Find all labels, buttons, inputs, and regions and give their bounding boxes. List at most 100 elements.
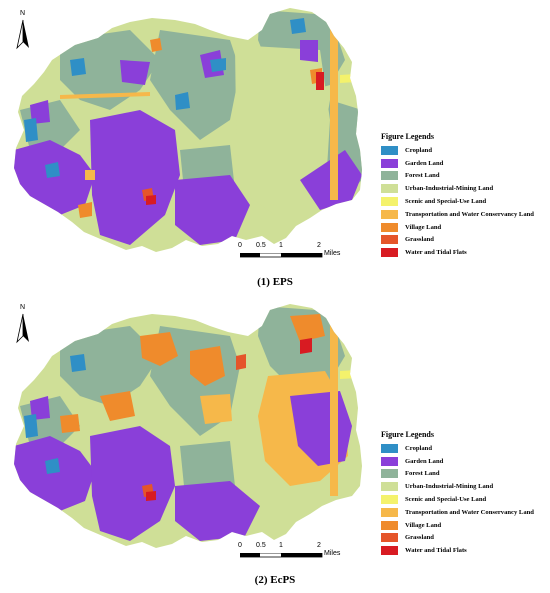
- cropland-patch: [45, 458, 60, 474]
- legend-label: Grassland: [405, 236, 434, 244]
- legend-item-water: Water and Tidal Flats: [381, 246, 550, 259]
- scale-tick: 2: [317, 242, 321, 249]
- legend-label: Urban-Industrial-Mining Land: [405, 483, 494, 491]
- scenic-patch: [340, 74, 356, 83]
- north-arrow: N: [16, 304, 30, 351]
- legend-label: Grassland: [405, 534, 434, 542]
- panel-eps: N Figure Legends Cropland Garden Land Fo…: [0, 0, 550, 296]
- transport-corridor: [330, 320, 338, 496]
- scale-bar: 0 0.5 1 2 Miles: [238, 242, 348, 264]
- legend-item-garden-land: Garden Land: [381, 455, 550, 468]
- scale-tick: 2: [317, 542, 321, 549]
- scale-units: Miles: [324, 550, 341, 557]
- forest-patch: [60, 326, 160, 406]
- legend: Figure Legends Cropland Garden Land Fore…: [381, 430, 550, 557]
- north-label: N: [20, 304, 26, 311]
- transport-patch: [85, 170, 95, 180]
- north-arrow-icon: [16, 313, 29, 344]
- cropland-patch: [45, 162, 60, 178]
- legend-title: Figure Legends: [381, 430, 434, 439]
- scale-tick: 1: [279, 542, 283, 549]
- garden-patch: [175, 481, 260, 541]
- legend-swatch: [381, 235, 398, 245]
- panel-ecps: N Figure Legends Cropland Garden Land Fo…: [0, 296, 550, 593]
- cropland-patch: [210, 58, 226, 72]
- legend-swatch: [381, 222, 398, 232]
- legend-swatch: [381, 507, 398, 517]
- water-patch: [146, 491, 156, 501]
- legend-item-scenic: Scenic and Special-Use Land: [381, 493, 550, 506]
- legend-label: Forest Land: [405, 172, 440, 180]
- legend-label: Garden Land: [405, 159, 444, 167]
- legend-swatch: [381, 145, 398, 155]
- legend: Figure Legends Cropland Garden Land Fore…: [381, 132, 550, 259]
- legend-item-urban: Urban-Industrial-Mining Land: [381, 480, 550, 493]
- legend-item-garden-land: Garden Land: [381, 157, 550, 170]
- legend-item-forest-land: Forest Land: [381, 468, 550, 481]
- legend-label: Urban-Industrial-Mining Land: [405, 185, 494, 193]
- scale-tick: 0.5: [256, 242, 266, 249]
- village-patch: [60, 414, 80, 433]
- scale-tick: 1: [279, 242, 283, 249]
- legend-item-transportation: Transportation and Water Conservancy Lan…: [381, 506, 550, 519]
- scenic-patch: [340, 370, 356, 379]
- village-patch: [78, 202, 92, 218]
- legend-swatch: [381, 533, 398, 543]
- village-patch: [100, 391, 135, 421]
- cropland-patch: [290, 18, 306, 34]
- cropland-patch: [24, 414, 38, 438]
- garden-patch: [30, 100, 50, 124]
- village-patch: [140, 332, 178, 366]
- legend-label: Water and Tidal Flats: [405, 249, 467, 257]
- legend-label: Cropland: [405, 146, 432, 154]
- transport-corridor: [60, 92, 150, 99]
- legend-item-forest-land: Forest Land: [381, 170, 550, 183]
- legend-item-water: Water and Tidal Flats: [381, 544, 550, 557]
- village-patch: [150, 38, 162, 52]
- legend-swatch: [381, 443, 398, 453]
- legend-item-grassland: Grassland: [381, 532, 550, 545]
- water-patch: [316, 72, 324, 90]
- legend-swatch: [381, 171, 398, 181]
- garden-patch: [120, 60, 150, 85]
- transport-corridor: [330, 24, 338, 200]
- legend-label: Cropland: [405, 444, 432, 452]
- garden-patch: [14, 436, 95, 511]
- legend-label: Garden Land: [405, 457, 444, 465]
- legend-item-village: Village Land: [381, 519, 550, 532]
- legend-label: Village Land: [405, 223, 442, 231]
- water-patch: [146, 195, 156, 205]
- legend-swatch: [381, 248, 398, 258]
- legend-label: Village Land: [405, 521, 442, 529]
- legend-label: Water and Tidal Flats: [405, 547, 467, 555]
- legend-swatch: [381, 197, 398, 207]
- garden-patch: [90, 426, 175, 541]
- scale-tick: 0: [238, 542, 242, 549]
- legend-swatch: [381, 495, 398, 505]
- north-arrow: N: [16, 10, 30, 57]
- legend-swatch: [381, 158, 398, 168]
- legend-swatch: [381, 469, 398, 479]
- legend-swatch: [381, 520, 398, 530]
- forest-patch: [60, 30, 160, 110]
- legend-swatch: [381, 456, 398, 466]
- caption-eps: (1) EPS: [257, 276, 293, 288]
- legend-label: Scenic and Special-Use Land: [405, 198, 487, 206]
- scale-bar-graphic: [240, 553, 323, 558]
- scale-units: Miles: [324, 250, 341, 257]
- legend-label: Transportation and Water Conservancy Lan…: [405, 508, 534, 516]
- legend-item-village: Village Land: [381, 221, 550, 234]
- urban-core: [235, 45, 330, 215]
- garden-patch: [14, 140, 95, 215]
- legend-label: Forest Land: [405, 470, 440, 478]
- legend-item-urban: Urban-Industrial-Mining Land: [381, 182, 550, 195]
- scale-tick: 0: [238, 242, 242, 249]
- garden-patch: [175, 175, 250, 245]
- cropland-patch: [24, 118, 38, 142]
- legend-item-cropland: Cropland: [381, 442, 550, 455]
- legend-item-cropland: Cropland: [381, 144, 550, 157]
- cropland-patch: [70, 58, 86, 76]
- water-patch: [300, 338, 312, 354]
- garden-patch: [30, 396, 50, 420]
- scale-tick: 0.5: [256, 542, 266, 549]
